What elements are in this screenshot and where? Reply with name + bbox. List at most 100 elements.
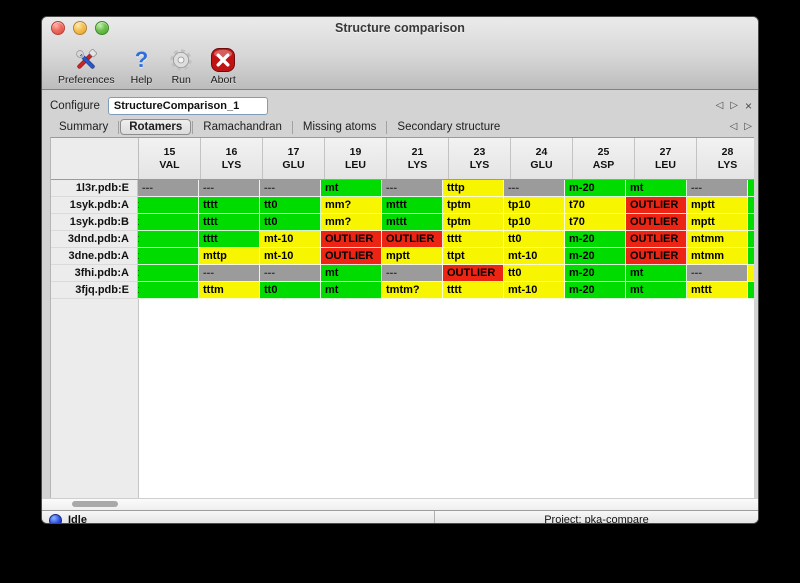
column-header[interactable]: 17 GLU (263, 138, 325, 179)
rotamer-cell[interactable]: --- (199, 265, 260, 282)
rotamer-cell[interactable]: t (138, 197, 199, 214)
row-label[interactable]: 1syk.pdb:A (51, 197, 138, 214)
tab-summary[interactable]: Summary (59, 121, 109, 133)
rotamer-cell[interactable]: --- (687, 265, 748, 282)
rotamer-cell[interactable]: tttt (199, 231, 260, 248)
rotamer-cell[interactable]: m-20 (565, 282, 626, 299)
column-header[interactable]: 27 LEU (635, 138, 697, 179)
rotamer-cell[interactable]: tttt (443, 231, 504, 248)
rotamer-cell[interactable]: mt (626, 282, 687, 299)
rotamer-cell[interactable]: tt0 (504, 231, 565, 248)
column-header[interactable]: 24 GLU (511, 138, 573, 179)
close-configure-icon[interactable]: × (744, 99, 752, 113)
row-label[interactable]: 3dne.pdb:A (51, 248, 138, 265)
rotamer-cell[interactable]: tttt (199, 214, 260, 231)
rotamer-cell[interactable]: t (138, 265, 199, 282)
column-header[interactable]: 28 LYS (697, 138, 754, 179)
rotamer-cell[interactable]: t (138, 231, 199, 248)
rotamer-cell[interactable]: OUTLIER (626, 248, 687, 265)
rotamer-cell[interactable]: tp10 (504, 197, 565, 214)
column-header[interactable]: 25 ASP (573, 138, 635, 179)
rotamer-cell[interactable]: tt0 (504, 265, 565, 282)
rotamer-cell[interactable]: mtmm (687, 248, 748, 265)
rotamer-cell[interactable]: --- (260, 265, 321, 282)
rotamer-cell[interactable]: mt (321, 265, 382, 282)
rotamer-cell[interactable]: mttt (382, 197, 443, 214)
row-label[interactable]: 3fhi.pdb:A (51, 265, 138, 282)
rotamer-cell[interactable]: t (138, 282, 199, 299)
rotamer-cell[interactable]: mt-10 (504, 248, 565, 265)
rotamer-cell[interactable]: tmtm? (382, 282, 443, 299)
rotamer-cell[interactable]: OUTLIER (321, 231, 382, 248)
rotamer-cell[interactable]: mptt (382, 248, 443, 265)
rotamer-cell[interactable]: --- (504, 180, 565, 197)
rotamer-cell[interactable]: mm? (321, 214, 382, 231)
rotamer-cell[interactable]: OUTLIER (626, 197, 687, 214)
rotamer-cell[interactable]: --- (199, 180, 260, 197)
rotamer-cell[interactable]: m-20 (565, 265, 626, 282)
zoom-window-button[interactable] (95, 21, 109, 35)
rotamer-cell[interactable]: tptm (443, 197, 504, 214)
preferences-button[interactable]: Preferences (58, 47, 115, 86)
tab-secondary-structure[interactable]: Secondary structure (397, 121, 501, 133)
prev-tab-icon[interactable]: ◁ (729, 121, 738, 132)
horizontal-scrollbar[interactable] (42, 498, 758, 510)
column-header[interactable]: 16 LYS (201, 138, 263, 179)
rotamer-cell[interactable]: m-20 (565, 231, 626, 248)
next-tab-icon[interactable]: ▷ (744, 121, 752, 132)
column-header[interactable]: 21 LYS (387, 138, 449, 179)
rotamer-cell[interactable]: tttm (199, 282, 260, 299)
rotamer-cell[interactable]: mm? (321, 197, 382, 214)
rotamer-cell[interactable]: mptt (687, 197, 748, 214)
column-header[interactable]: 23 LYS (449, 138, 511, 179)
column-header[interactable]: 19 LEU (325, 138, 387, 179)
rotamer-cell[interactable]: mt-10 (260, 248, 321, 265)
rotamer-cell[interactable]: OUTLIER (443, 265, 504, 282)
run-button[interactable]: Run (168, 47, 194, 86)
rotamer-cell[interactable]: mt-10 (504, 282, 565, 299)
rotamer-cell[interactable]: tp10 (504, 214, 565, 231)
rotamer-cell[interactable]: tttt (443, 282, 504, 299)
rotamer-cell[interactable]: OUTLIER (626, 214, 687, 231)
rotamer-cell[interactable]: mt (321, 180, 382, 197)
abort-button[interactable]: Abort (210, 47, 236, 86)
scrollbar-thumb[interactable] (72, 501, 118, 507)
next-configure-icon[interactable]: ▷ (730, 100, 738, 111)
rotamer-cell[interactable]: t (138, 248, 199, 265)
rotamer-cell[interactable]: OUTLIER (626, 231, 687, 248)
rotamer-cell[interactable]: mttt (382, 214, 443, 231)
rotamer-cell[interactable]: mttt (687, 282, 748, 299)
rotamer-cell[interactable]: ttpt (443, 248, 504, 265)
rotamer-cell[interactable]: mt (626, 265, 687, 282)
rotamer-cell[interactable]: --- (138, 180, 199, 197)
rotamer-cell[interactable]: tttp (443, 180, 504, 197)
rotamer-cell[interactable]: mt-10 (260, 231, 321, 248)
rotamer-cell[interactable]: mt (321, 282, 382, 299)
rotamer-cell[interactable]: --- (382, 265, 443, 282)
rotamer-cell[interactable]: t70 (565, 214, 626, 231)
rotamer-cell[interactable]: t (138, 214, 199, 231)
rotamer-cell[interactable]: --- (260, 180, 321, 197)
tab-rotamers[interactable]: Rotamers (120, 119, 192, 135)
configure-name-input[interactable] (107, 97, 268, 115)
rotamer-cell[interactable]: tttt (199, 197, 260, 214)
rotamer-cell[interactable]: tt0 (260, 282, 321, 299)
rotamer-cell[interactable]: mptt (687, 214, 748, 231)
rotamer-cell[interactable]: tt0 (260, 214, 321, 231)
rotamer-cell[interactable]: --- (382, 180, 443, 197)
column-header[interactable]: 15 VAL (139, 138, 201, 179)
row-label[interactable]: 3fjq.pdb:E (51, 282, 138, 299)
close-window-button[interactable] (51, 21, 65, 35)
rotamer-cell[interactable]: t70 (565, 197, 626, 214)
prev-configure-icon[interactable]: ◁ (715, 100, 724, 111)
tab-missing-atoms[interactable]: Missing atoms (302, 121, 377, 133)
row-label[interactable]: 3dnd.pdb:A (51, 231, 138, 248)
row-label[interactable]: 1l3r.pdb:E (51, 180, 138, 197)
tab-ramachandran[interactable]: Ramachandran (203, 121, 282, 133)
rotamer-cell[interactable]: mt (626, 180, 687, 197)
rotamer-cell[interactable]: m-20 (565, 180, 626, 197)
rotamer-cell[interactable]: tptm (443, 214, 504, 231)
rotamer-cell[interactable]: --- (687, 180, 748, 197)
rotamer-cell[interactable]: tt0 (260, 197, 321, 214)
help-button[interactable]: ? Help (131, 47, 153, 87)
